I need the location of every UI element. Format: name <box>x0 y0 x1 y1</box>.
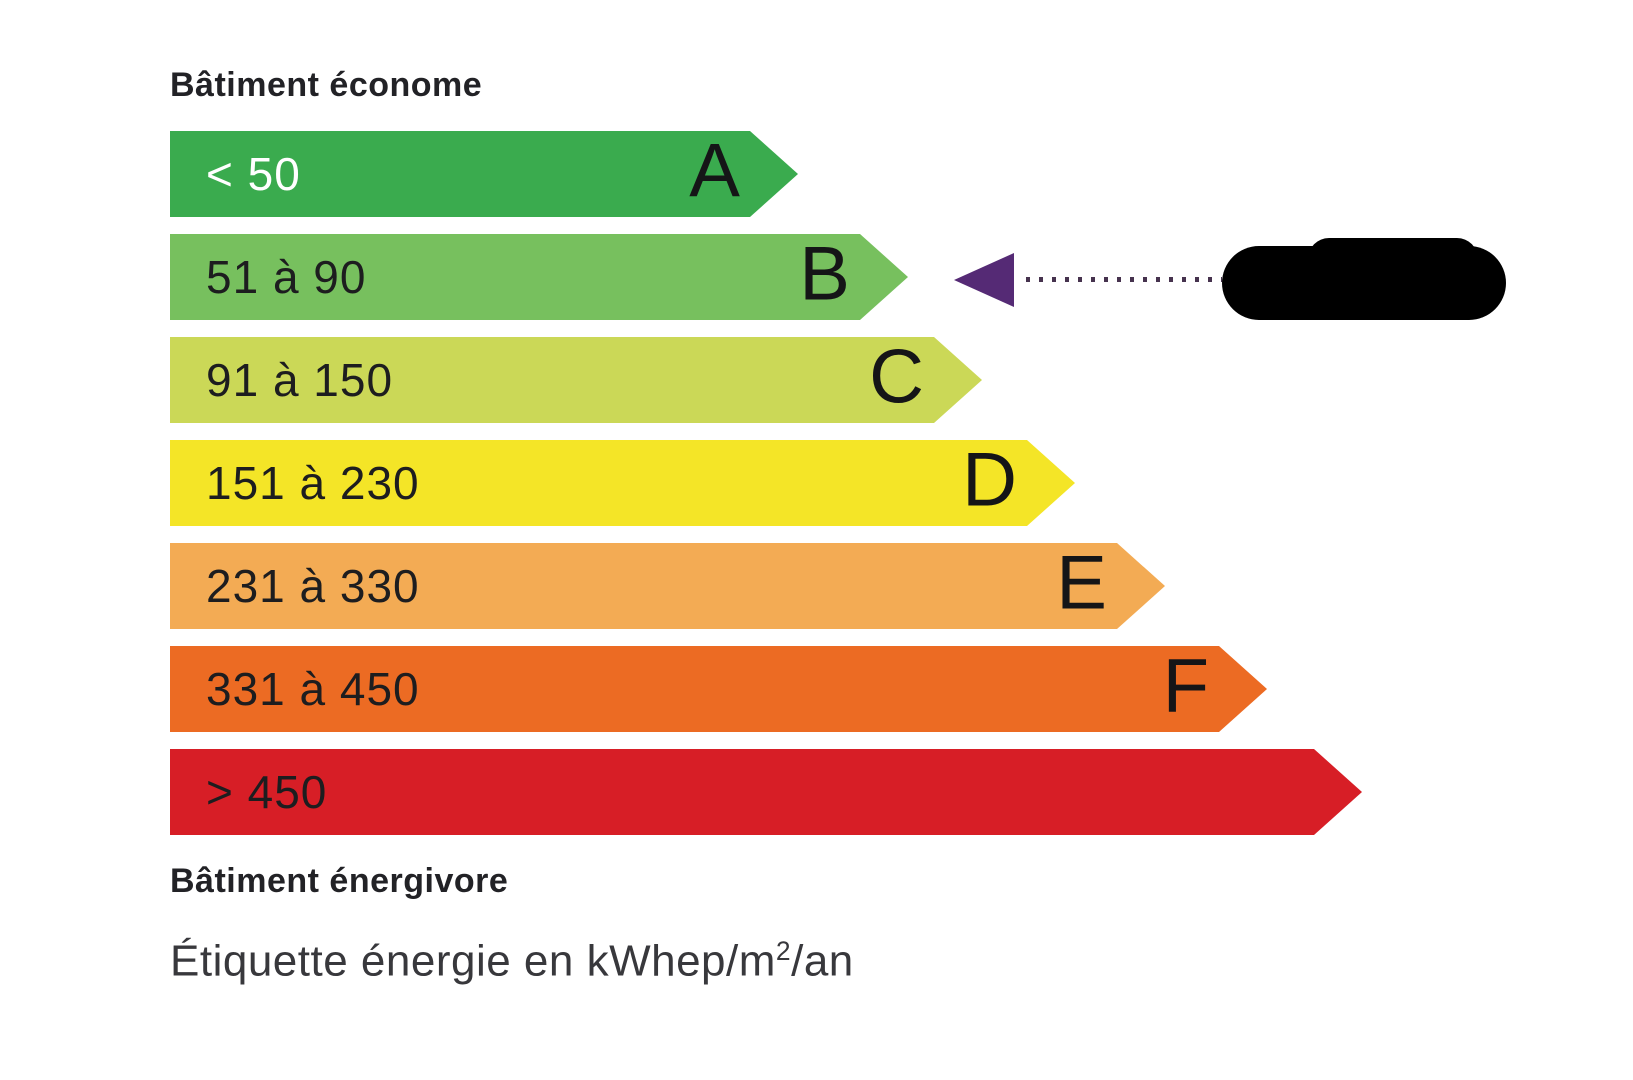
energy-class-bar: 331 à 450 F <box>170 646 1267 732</box>
economical-building-label: Bâtiment économe <box>170 66 483 104</box>
energy-class-bar: 151 à 230 D <box>170 440 1075 526</box>
arrow-left-icon <box>954 253 1014 307</box>
energy-class-scale: < 50 A 51 à 90 B 91 à 150 C 151 à 230 D … <box>170 131 1362 852</box>
range-label: 331 à 450 <box>206 663 420 715</box>
range-label: > 450 <box>206 766 328 818</box>
energy-class-bar: 91 à 150 C <box>170 337 982 423</box>
energy-label-caption: Étiquette énergie en kWhep/m2/an <box>170 936 854 987</box>
dotted-line <box>1026 277 1222 282</box>
redacted-value <box>1222 238 1506 320</box>
energy-intensive-building-label: Bâtiment énergivore <box>170 862 509 900</box>
range-label: 51 à 90 <box>206 251 367 303</box>
caption-suffix: /an <box>791 936 854 986</box>
range-label: 91 à 150 <box>206 354 394 406</box>
energy-class-bar: 51 à 90 B <box>170 234 908 320</box>
class-letter: C <box>869 334 924 420</box>
class-letter: B <box>799 231 850 317</box>
range-label: < 50 <box>206 148 301 200</box>
class-letter: E <box>1056 540 1107 626</box>
class-letter: F <box>1162 643 1209 729</box>
caption-superscript: 2 <box>775 936 792 966</box>
energy-class-bar: < 50 A <box>170 131 798 217</box>
class-letter: A <box>689 128 740 214</box>
range-label: 151 à 230 <box>206 457 420 509</box>
caption-prefix: Étiquette énergie en kWhep/m <box>170 936 776 986</box>
class-letter: D <box>962 437 1017 523</box>
energy-class-bar: > 450 <box>170 749 1362 835</box>
range-label: 231 à 330 <box>206 560 420 612</box>
energy-class-bar: 231 à 330 E <box>170 543 1165 629</box>
